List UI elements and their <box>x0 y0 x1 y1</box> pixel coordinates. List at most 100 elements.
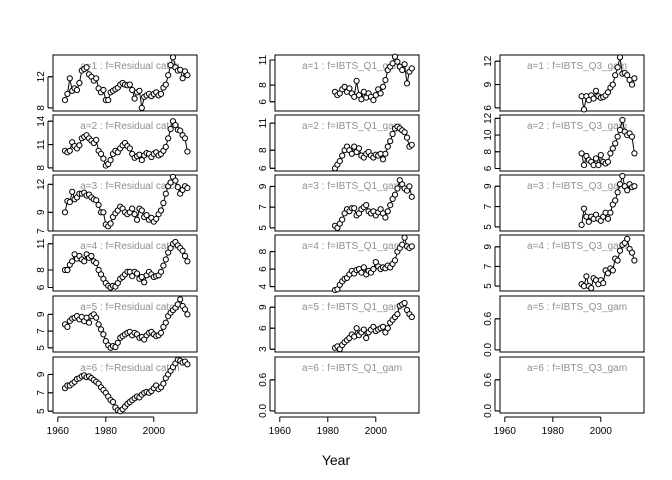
data-point <box>153 215 160 222</box>
y-tick-label: 6 <box>36 284 47 290</box>
data-point <box>377 90 384 97</box>
panel-frame <box>499 234 645 292</box>
data-point <box>88 252 95 260</box>
data-point <box>401 234 408 241</box>
y-tick-label: 5 <box>258 225 269 231</box>
data-point <box>162 81 169 88</box>
panel: 6 8 11 a=4 : f=Residual catch <box>36 234 198 292</box>
y-tick-label: 8 <box>36 267 47 273</box>
data-point <box>399 66 406 74</box>
data-point <box>126 145 133 152</box>
y-tick-label: 5 <box>36 345 47 351</box>
y-tick-label: 8 <box>258 82 269 88</box>
y-tick-label: 3 <box>258 346 269 352</box>
panel-frame <box>274 174 420 232</box>
y-tick-label: 6 <box>258 325 269 331</box>
panel-label: a=1 : f=IBTS_Q3_gam <box>527 61 627 72</box>
data-point <box>76 142 83 149</box>
data-point <box>162 256 169 263</box>
panel-frame <box>499 174 645 232</box>
data-point <box>76 79 83 87</box>
y-tick-label: 12 <box>483 55 494 67</box>
data-point <box>83 64 90 71</box>
data-point <box>384 143 391 150</box>
data-point <box>394 185 401 192</box>
panel-frame <box>52 295 198 353</box>
data-point <box>131 211 138 218</box>
data-point <box>585 218 592 225</box>
data-point <box>66 75 73 82</box>
data-point <box>604 270 612 277</box>
data-point <box>351 205 358 212</box>
data-point <box>382 214 389 221</box>
data-point <box>604 215 612 222</box>
panel-label: a=2 : f=Residual catch <box>80 121 180 132</box>
y-tick-label: 5 <box>483 283 494 289</box>
data-point <box>604 158 612 165</box>
data-point <box>588 285 595 292</box>
data-point <box>64 323 71 330</box>
data-point <box>95 321 102 328</box>
panel-label: a=1 : f=IBTS_Q1_gam <box>302 61 402 72</box>
data-point <box>353 77 360 85</box>
data-point <box>181 135 189 142</box>
data-point <box>355 145 363 152</box>
y-tick-label: 11 <box>36 238 47 249</box>
data-point <box>408 313 415 321</box>
data-point <box>619 116 626 124</box>
panel-frame <box>499 54 645 112</box>
data-point <box>614 257 621 264</box>
panel-label: a=4 : f=IBTS_Q1_gam <box>302 241 402 252</box>
y-tick-label: 14 <box>36 115 47 127</box>
data-point <box>109 398 117 406</box>
data-point <box>408 65 415 72</box>
panel-frame <box>499 356 645 414</box>
data-point <box>408 243 415 250</box>
panel-frame <box>274 114 420 172</box>
y-tick-label: 7 <box>36 390 47 396</box>
panel-frame <box>499 295 645 353</box>
data-point <box>628 81 636 88</box>
panel: 3 6 9 a=5 : f=IBTS_Q1_gam <box>258 295 420 353</box>
panel-label: a=2 : f=IBTS_Q3_gam <box>527 121 627 132</box>
data-point <box>391 191 399 198</box>
data-point <box>69 188 76 195</box>
data-point <box>172 122 179 129</box>
data-point <box>631 150 638 157</box>
data-point <box>387 202 394 209</box>
data-point <box>93 197 100 204</box>
data-point <box>406 183 413 190</box>
data-point <box>69 258 76 265</box>
data-point <box>184 185 191 192</box>
data-point <box>604 89 612 96</box>
panel-label: a=6 : f=IBTS_Q3_gam <box>527 363 627 374</box>
data-point <box>580 162 588 169</box>
y-tick-label: 8 <box>36 105 47 111</box>
y-tick-label: 9 <box>483 183 494 189</box>
y-tick-label: 7 <box>483 263 494 269</box>
y-tick-label: 9 <box>258 304 269 310</box>
data-point <box>129 86 136 94</box>
data-point <box>384 208 391 215</box>
data-point <box>167 125 174 133</box>
data-point <box>339 216 346 223</box>
y-tick-label: 7 <box>36 328 47 334</box>
y-tick-label: 0.6 <box>483 311 494 325</box>
data-point <box>592 155 600 162</box>
data-point <box>141 279 148 286</box>
y-tick-label: 9 <box>483 244 494 250</box>
data-point <box>129 205 136 212</box>
panel: 6 8 11 a=1 : f=IBTS_Q1_gam <box>258 53 420 112</box>
data-point <box>165 72 172 79</box>
data-point <box>353 325 360 332</box>
y-tick-label: 6 <box>483 105 494 111</box>
y-tick-label: 5 <box>483 224 494 230</box>
data-point <box>100 331 107 338</box>
data-point <box>133 270 141 277</box>
x-tick-label: 1960 <box>47 426 70 437</box>
data-point <box>394 311 401 318</box>
data-point <box>619 172 626 180</box>
panel: 5 7 9 a=6 : f=Residual catch <box>36 356 198 415</box>
data-point <box>403 80 411 87</box>
x-tick-label: 1980 <box>317 426 340 437</box>
